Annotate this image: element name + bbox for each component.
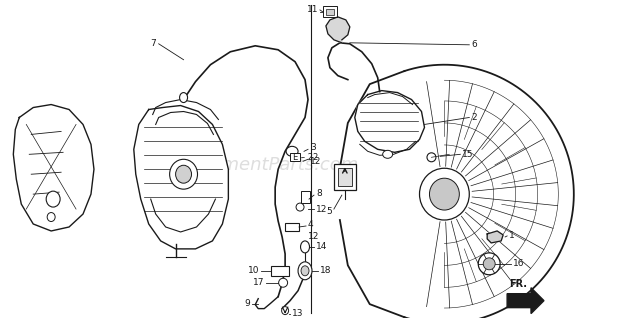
Text: 1: 1 xyxy=(509,232,515,241)
Ellipse shape xyxy=(483,258,495,270)
Text: 8: 8 xyxy=(316,189,322,198)
Ellipse shape xyxy=(296,203,304,211)
Ellipse shape xyxy=(180,93,187,102)
Polygon shape xyxy=(326,17,350,43)
Ellipse shape xyxy=(478,253,500,275)
Bar xyxy=(301,191,309,203)
Text: 15: 15 xyxy=(463,150,474,159)
Text: 17: 17 xyxy=(253,278,264,287)
Text: FR.: FR. xyxy=(509,279,527,289)
Ellipse shape xyxy=(301,266,309,276)
Text: E – 22: E – 22 xyxy=(293,153,318,162)
Text: 6: 6 xyxy=(471,40,477,49)
Text: eplacementParts.com: eplacementParts.com xyxy=(162,156,359,174)
Text: 5: 5 xyxy=(326,207,332,216)
Text: 7: 7 xyxy=(150,39,156,48)
Text: 16: 16 xyxy=(513,259,525,268)
Ellipse shape xyxy=(47,212,55,221)
Ellipse shape xyxy=(286,146,298,156)
Text: 12: 12 xyxy=(310,157,321,166)
Polygon shape xyxy=(134,106,228,249)
Text: 14: 14 xyxy=(316,242,327,251)
Bar xyxy=(290,153,300,161)
Bar xyxy=(323,6,337,18)
Ellipse shape xyxy=(383,150,392,158)
Text: 10: 10 xyxy=(248,266,259,275)
Ellipse shape xyxy=(175,165,192,183)
Text: 12: 12 xyxy=(316,204,327,213)
Bar xyxy=(334,164,356,190)
Ellipse shape xyxy=(430,178,459,210)
Text: 3: 3 xyxy=(310,143,316,152)
Text: 2: 2 xyxy=(471,113,477,122)
Bar xyxy=(326,9,334,15)
Polygon shape xyxy=(507,288,544,314)
Ellipse shape xyxy=(301,241,309,253)
Ellipse shape xyxy=(281,307,288,315)
Ellipse shape xyxy=(170,159,198,189)
Bar xyxy=(285,223,299,231)
Text: 18: 18 xyxy=(320,266,332,275)
Text: 12: 12 xyxy=(308,233,319,241)
Bar xyxy=(338,168,352,186)
Polygon shape xyxy=(487,231,503,243)
Ellipse shape xyxy=(278,278,288,287)
Text: 9: 9 xyxy=(244,299,250,308)
Text: 11: 11 xyxy=(306,5,318,14)
Polygon shape xyxy=(13,105,94,231)
Ellipse shape xyxy=(298,262,312,280)
Text: 13: 13 xyxy=(292,309,304,318)
Text: 4: 4 xyxy=(308,220,314,229)
Bar xyxy=(271,266,289,276)
Ellipse shape xyxy=(420,168,469,220)
Ellipse shape xyxy=(427,153,436,162)
Polygon shape xyxy=(355,91,425,152)
Ellipse shape xyxy=(46,191,60,207)
